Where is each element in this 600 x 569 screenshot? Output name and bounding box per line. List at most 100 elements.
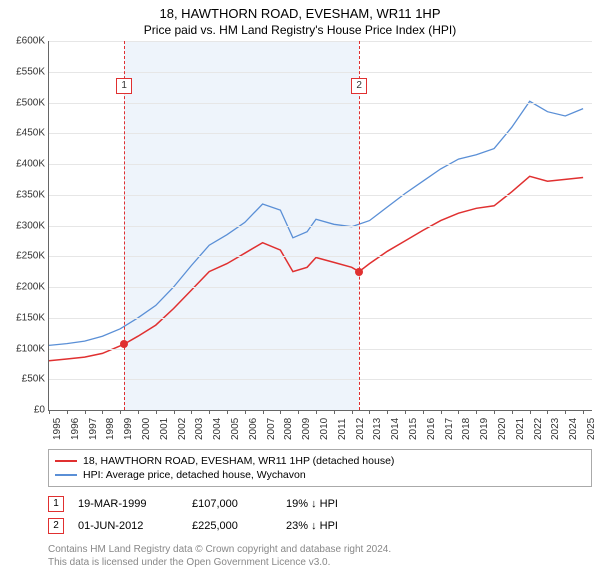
x-tick-label: 2019 bbox=[479, 418, 490, 440]
attribution-line-1: Contains HM Land Registry data © Crown c… bbox=[48, 543, 592, 556]
legend-label: HPI: Average price, detached house, Wych… bbox=[83, 469, 306, 481]
marker-box-2: 2 bbox=[351, 78, 367, 94]
x-tick-label: 2011 bbox=[337, 418, 348, 440]
x-tick-label: 2018 bbox=[461, 418, 472, 440]
legend-item: HPI: Average price, detached house, Wych… bbox=[55, 468, 585, 482]
transaction-price: £225,000 bbox=[192, 520, 272, 532]
transaction-hpi-delta: 23% ↓ HPI bbox=[286, 520, 338, 532]
x-tick-label: 2025 bbox=[586, 418, 597, 440]
x-tick-label: 2015 bbox=[408, 418, 419, 440]
plot-region: £0£50K£100K£150K£200K£250K£300K£350K£400… bbox=[48, 41, 592, 411]
chart-container: 18, HAWTHORN ROAD, EVESHAM, WR11 1HP Pri… bbox=[0, 0, 600, 560]
x-tick bbox=[352, 410, 353, 414]
x-tick bbox=[405, 410, 406, 414]
y-tick-label: £50K bbox=[22, 374, 45, 385]
y-gridline bbox=[49, 133, 592, 134]
x-tick bbox=[49, 410, 50, 414]
x-tick bbox=[494, 410, 495, 414]
y-tick-label: £250K bbox=[16, 251, 45, 262]
legend-item: 18, HAWTHORN ROAD, EVESHAM, WR11 1HP (de… bbox=[55, 454, 585, 468]
x-tick bbox=[280, 410, 281, 414]
x-tick-label: 2009 bbox=[301, 418, 312, 440]
x-tick bbox=[547, 410, 548, 414]
x-tick-label: 1997 bbox=[88, 418, 99, 440]
x-tick-label: 2021 bbox=[515, 418, 526, 440]
x-tick bbox=[441, 410, 442, 414]
transaction-row: 119-MAR-1999£107,00019% ↓ HPI bbox=[48, 493, 592, 515]
x-tick-label: 2000 bbox=[141, 418, 152, 440]
x-tick bbox=[476, 410, 477, 414]
y-tick-label: £500K bbox=[16, 97, 45, 108]
x-tick bbox=[298, 410, 299, 414]
x-tick bbox=[138, 410, 139, 414]
y-tick-label: £600K bbox=[16, 36, 45, 47]
x-tick bbox=[512, 410, 513, 414]
x-tick bbox=[102, 410, 103, 414]
attribution-text: Contains HM Land Registry data © Crown c… bbox=[48, 543, 592, 569]
y-gridline bbox=[49, 41, 592, 42]
x-tick-label: 2006 bbox=[248, 418, 259, 440]
x-tick-label: 2004 bbox=[212, 418, 223, 440]
x-tick-label: 2005 bbox=[230, 418, 241, 440]
x-tick-label: 2023 bbox=[550, 418, 561, 440]
y-gridline bbox=[49, 195, 592, 196]
x-tick bbox=[565, 410, 566, 414]
transaction-hpi-delta: 19% ↓ HPI bbox=[286, 498, 338, 510]
x-tick bbox=[334, 410, 335, 414]
x-tick-label: 2008 bbox=[283, 418, 294, 440]
y-tick-label: £550K bbox=[16, 66, 45, 77]
marker-dot-1 bbox=[120, 340, 128, 348]
x-tick bbox=[191, 410, 192, 414]
x-tick bbox=[245, 410, 246, 414]
y-gridline bbox=[49, 164, 592, 165]
y-tick-label: £450K bbox=[16, 128, 45, 139]
x-tick bbox=[263, 410, 264, 414]
x-tick bbox=[209, 410, 210, 414]
x-tick bbox=[423, 410, 424, 414]
x-tick bbox=[583, 410, 584, 414]
legend-box: 18, HAWTHORN ROAD, EVESHAM, WR11 1HP (de… bbox=[48, 449, 592, 487]
x-tick bbox=[120, 410, 121, 414]
x-tick bbox=[67, 410, 68, 414]
x-tick-label: 2010 bbox=[319, 418, 330, 440]
chart-area: £0£50K£100K£150K£200K£250K£300K£350K£400… bbox=[48, 41, 592, 411]
x-tick-label: 2002 bbox=[177, 418, 188, 440]
legend-label: 18, HAWTHORN ROAD, EVESHAM, WR11 1HP (de… bbox=[83, 455, 394, 467]
transaction-price: £107,000 bbox=[192, 498, 272, 510]
x-tick bbox=[530, 410, 531, 414]
y-tick-label: £200K bbox=[16, 282, 45, 293]
x-tick-label: 2013 bbox=[372, 418, 383, 440]
x-tick bbox=[369, 410, 370, 414]
y-tick-label: £300K bbox=[16, 220, 45, 231]
transaction-table: 119-MAR-1999£107,00019% ↓ HPI201-JUN-201… bbox=[48, 493, 592, 537]
legend-swatch bbox=[55, 474, 77, 476]
marker-dot-2 bbox=[355, 268, 363, 276]
y-gridline bbox=[49, 72, 592, 73]
marker-line-2 bbox=[359, 41, 360, 410]
x-tick bbox=[387, 410, 388, 414]
y-gridline bbox=[49, 256, 592, 257]
y-gridline bbox=[49, 349, 592, 350]
y-tick-label: £0 bbox=[34, 405, 45, 416]
x-tick bbox=[85, 410, 86, 414]
x-tick-label: 1996 bbox=[70, 418, 81, 440]
x-tick-label: 1999 bbox=[123, 418, 134, 440]
y-gridline bbox=[49, 103, 592, 104]
y-tick-label: £100K bbox=[16, 343, 45, 354]
chart-subtitle: Price paid vs. HM Land Registry's House … bbox=[0, 21, 600, 41]
x-tick-label: 2024 bbox=[568, 418, 579, 440]
x-tick-label: 2022 bbox=[533, 418, 544, 440]
x-tick-label: 2020 bbox=[497, 418, 508, 440]
x-tick-label: 2007 bbox=[266, 418, 277, 440]
series-property bbox=[49, 176, 583, 360]
transaction-marker-icon: 2 bbox=[48, 518, 64, 534]
x-tick-label: 2001 bbox=[159, 418, 170, 440]
legend-swatch bbox=[55, 460, 77, 462]
x-tick-label: 2014 bbox=[390, 418, 401, 440]
marker-line-1 bbox=[124, 41, 125, 410]
x-tick bbox=[316, 410, 317, 414]
y-tick-label: £150K bbox=[16, 312, 45, 323]
transaction-date: 19-MAR-1999 bbox=[78, 498, 178, 510]
chart-title-address: 18, HAWTHORN ROAD, EVESHAM, WR11 1HP bbox=[0, 0, 600, 21]
y-tick-label: £400K bbox=[16, 159, 45, 170]
